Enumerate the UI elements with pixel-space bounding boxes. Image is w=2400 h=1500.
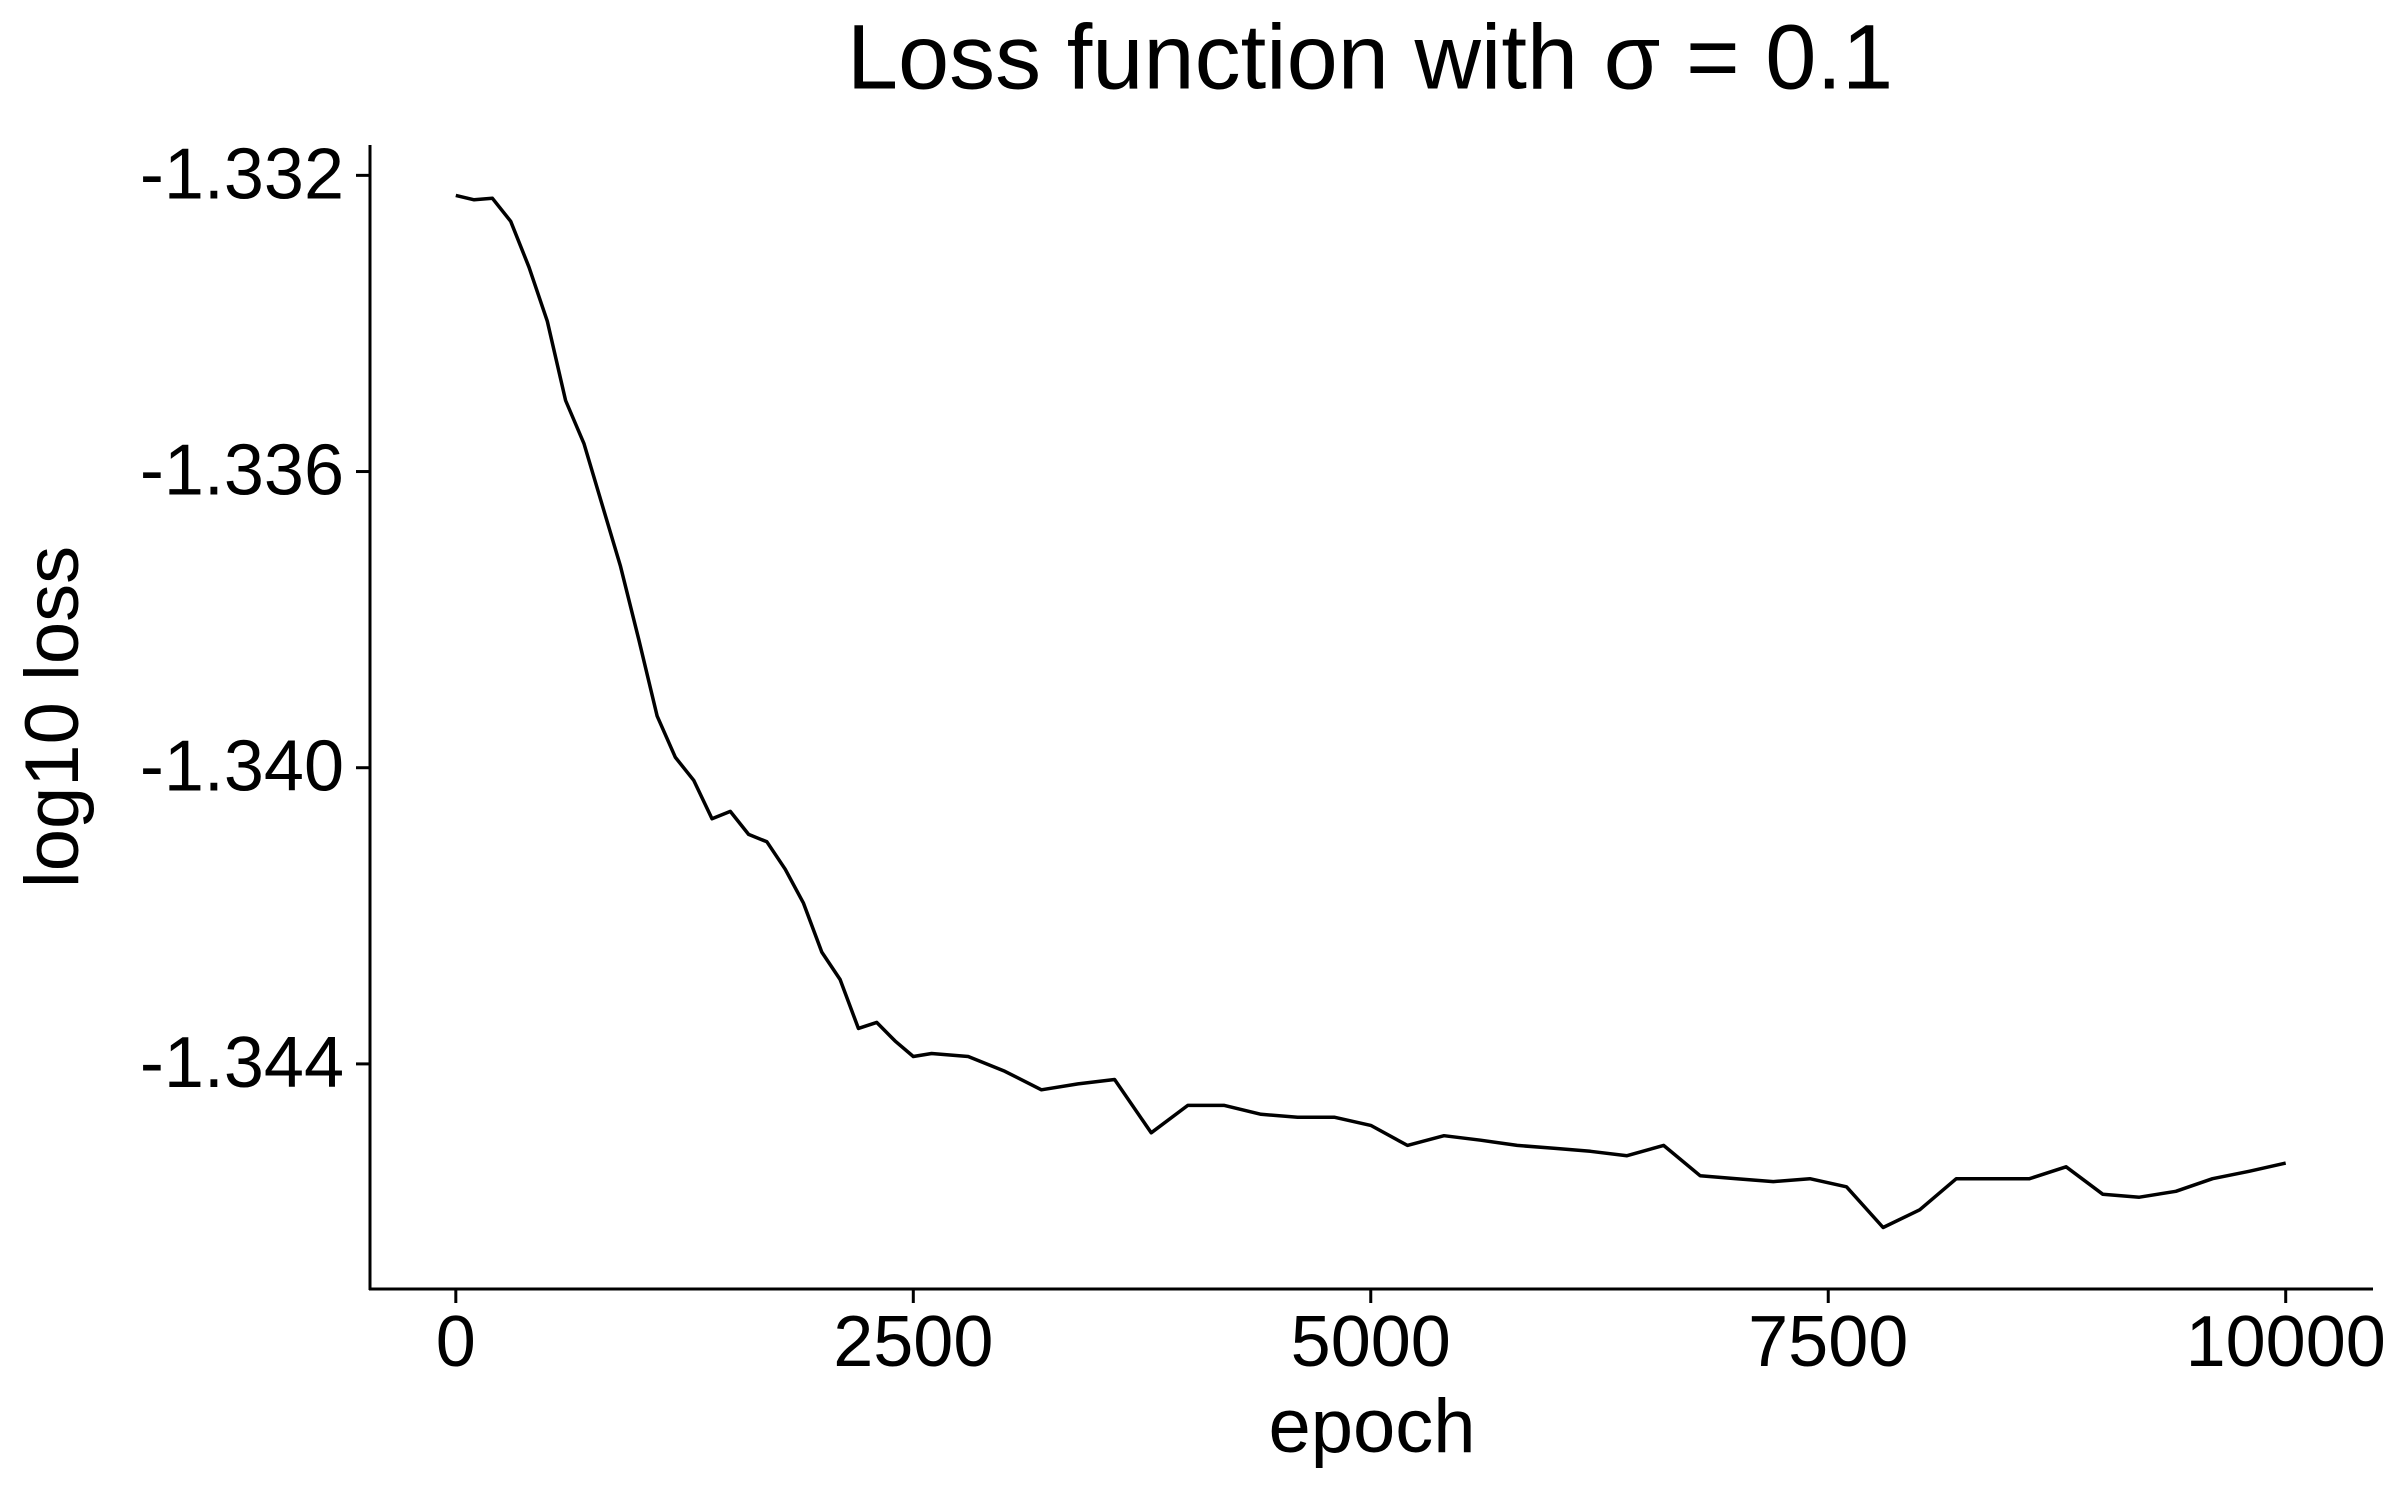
x-axis-label: epoch bbox=[1268, 1384, 1475, 1469]
x-tick-label: 2500 bbox=[833, 1302, 993, 1382]
x-tick-label: 0 bbox=[436, 1302, 476, 1382]
x-tick-label: 7500 bbox=[1748, 1302, 1908, 1382]
loss-line bbox=[455, 193, 2287, 1230]
x-tick-label: 10000 bbox=[2186, 1302, 2386, 1382]
y-tick-label: -1.344 bbox=[140, 1023, 344, 1103]
y-tick-label: -1.340 bbox=[140, 727, 344, 807]
y-tick-label: -1.336 bbox=[140, 431, 344, 511]
x-tick-label: 5000 bbox=[1291, 1302, 1451, 1382]
chart-title: Loss function with σ = 0.1 bbox=[847, 6, 1893, 108]
y-axis-label: log10 loss bbox=[10, 546, 95, 888]
y-tick-label: -1.332 bbox=[140, 134, 344, 214]
